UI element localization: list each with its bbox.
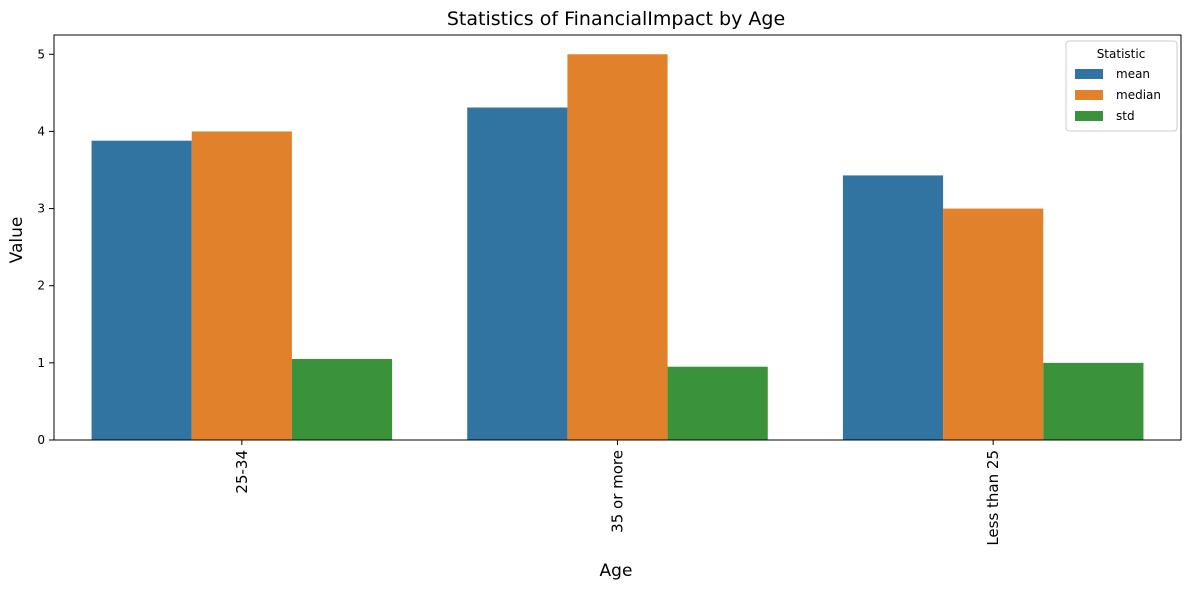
bars-group [91, 54, 1144, 440]
bar-mean-1 [467, 107, 568, 440]
y-tick-label: 3 [37, 202, 45, 216]
chart-title: Statistics of FinancialImpact by Age [447, 8, 785, 30]
bar-mean-2 [842, 175, 944, 440]
legend-label-median: median [1116, 88, 1161, 102]
bar-std-1 [667, 366, 768, 440]
bar-median-0 [191, 131, 292, 440]
legend: Statistic mean median std [1065, 40, 1178, 132]
y-tick-label: 4 [37, 124, 45, 138]
bar-std-2 [1043, 362, 1144, 440]
legend-swatch-median [1075, 90, 1103, 100]
y-tick-label: 1 [37, 356, 45, 370]
y-axis-label: Value [7, 217, 27, 264]
y-tick-label: 0 [37, 433, 45, 447]
x-tick-label: 25-34 [233, 450, 251, 494]
legend-frame [1065, 40, 1178, 132]
legend-label-std: std [1116, 109, 1135, 123]
x-tick-label: Less than 25 [984, 450, 1002, 546]
x-axis-label: Age [600, 561, 633, 581]
axes-group: 0 1 2 3 4 5 25-34 35 or more Less than 25 [37, 34, 1182, 546]
legend-items: mean median std [1075, 67, 1161, 123]
legend-swatch-std [1075, 111, 1103, 121]
x-tick-label: 35 or more [609, 450, 627, 533]
legend-title: Statistic [1097, 47, 1146, 61]
y-tick-label: 2 [37, 279, 45, 293]
bar-mean-0 [91, 140, 192, 440]
bar-median-1 [567, 54, 668, 440]
bar-std-0 [291, 359, 393, 440]
legend-swatch-mean [1075, 69, 1103, 79]
bar-median-2 [943, 208, 1044, 440]
y-tick-label: 5 [37, 47, 45, 61]
legend-label-mean: mean [1116, 67, 1150, 81]
